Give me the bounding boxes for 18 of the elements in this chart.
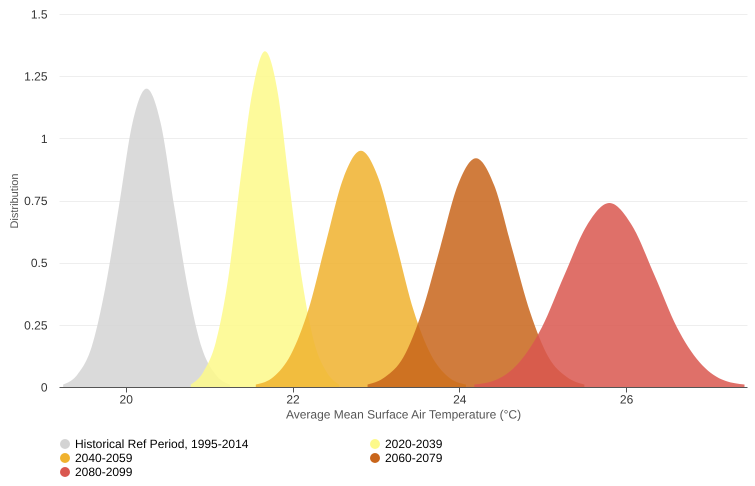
x-tick-label: 26 bbox=[620, 392, 634, 406]
legend-label: Historical Ref Period, 1995-2014 bbox=[75, 437, 249, 451]
y-tick-label: 1.25 bbox=[24, 70, 48, 84]
y-axis-title: Distribution bbox=[9, 173, 22, 229]
x-tick-label: 24 bbox=[453, 392, 467, 406]
legend-label: 2020-2039 bbox=[385, 437, 443, 451]
y-tick-label: 1.5 bbox=[30, 8, 48, 22]
legend-label: 2080-2099 bbox=[75, 465, 133, 479]
legend-label: 2040-2059 bbox=[75, 451, 133, 465]
x-tick-label: 20 bbox=[120, 392, 134, 406]
y-tick-label: 1 bbox=[40, 132, 48, 146]
y-tick-label: 0.5 bbox=[30, 256, 48, 270]
y-tick-label: 0 bbox=[40, 380, 48, 394]
y-tick-label: 0.75 bbox=[24, 194, 48, 208]
y-tick-label: 0.25 bbox=[24, 318, 48, 332]
x-tick-label: 22 bbox=[286, 392, 300, 406]
legend-label: 2060-2079 bbox=[385, 451, 443, 465]
x-axis-title: Average Mean Surface Air Temperature (°C) bbox=[286, 408, 522, 422]
